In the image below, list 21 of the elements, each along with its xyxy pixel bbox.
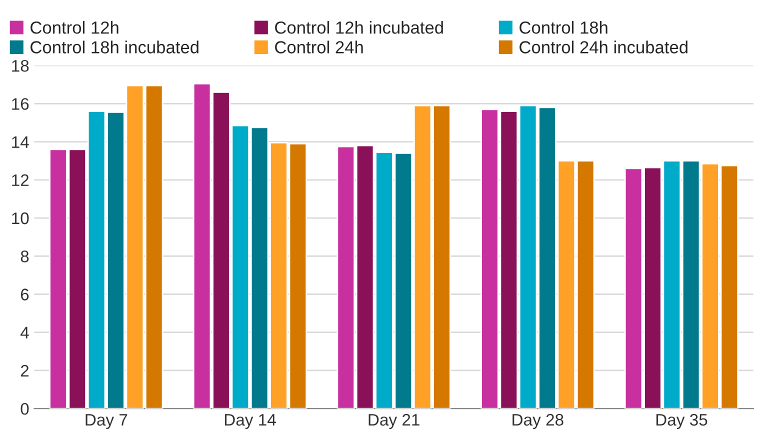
x-tick-label: Day 21 xyxy=(368,414,420,429)
y-tick-label: 0 xyxy=(20,402,29,415)
legend-label: Control 12h xyxy=(30,21,118,34)
y-tick-label: 16 xyxy=(12,98,29,110)
y-tick-label: 2 xyxy=(20,364,29,377)
y-tick-label: 4 xyxy=(20,326,29,338)
legend-label: Control 18h xyxy=(520,21,608,34)
x-tick-label: Day 35 xyxy=(656,414,708,429)
legend-label: Control 24h incubated xyxy=(520,40,688,54)
x-tick-label: Day 28 xyxy=(512,414,564,429)
legend-label: Control 24h xyxy=(275,40,363,54)
y-tick-label: 6 xyxy=(20,288,29,300)
x-tick-label: Day 7 xyxy=(86,414,128,429)
y-tick-label: 14 xyxy=(12,136,29,148)
legend-label: Control 18h incubated xyxy=(30,40,198,54)
y-tick-label: 8 xyxy=(20,250,29,262)
y-tick-label: 18 xyxy=(12,60,29,72)
y-tick-label: 10 xyxy=(12,212,29,224)
y-tick-label: 12 xyxy=(12,174,29,186)
x-tick-label: Day 14 xyxy=(224,414,276,429)
legend-label: Control 12h incubated xyxy=(275,21,443,34)
